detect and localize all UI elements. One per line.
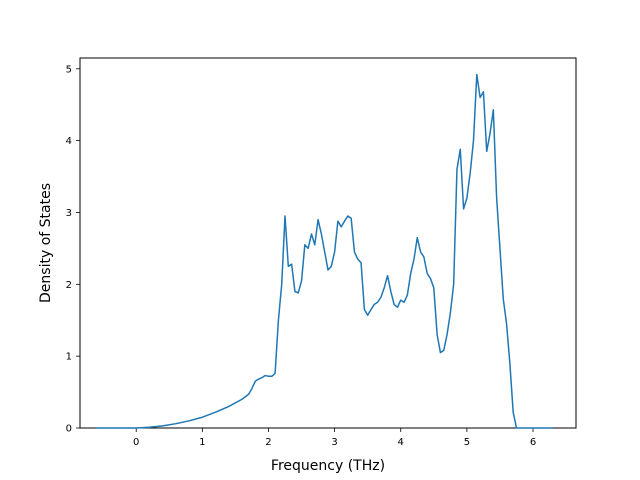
x-tick-label: 5 [464,437,470,448]
y-tick-label: 3 [66,208,72,219]
plot-area [79,57,577,429]
x-tick-label: 1 [199,437,205,448]
dos-series-line [96,73,553,429]
x-tick-label: 6 [530,437,536,448]
y-axis-label: Density of States [38,183,54,303]
y-tick-label: 1 [66,352,72,363]
y-tick-label: 4 [66,136,72,147]
x-tick-label: 0 [133,437,139,448]
x-axis-label: Frequency (THz) [271,458,385,474]
y-tick-label: 0 [66,424,72,435]
y-tick-label: 2 [66,280,72,291]
y-tick-label: 5 [66,64,72,75]
x-tick-label: 2 [265,437,271,448]
x-axis: 0 1 2 3 4 5 6 [133,428,536,448]
y-axis: 0 1 2 3 4 5 [66,64,80,435]
x-tick-label: 3 [331,437,337,448]
x-tick-label: 4 [398,437,404,448]
